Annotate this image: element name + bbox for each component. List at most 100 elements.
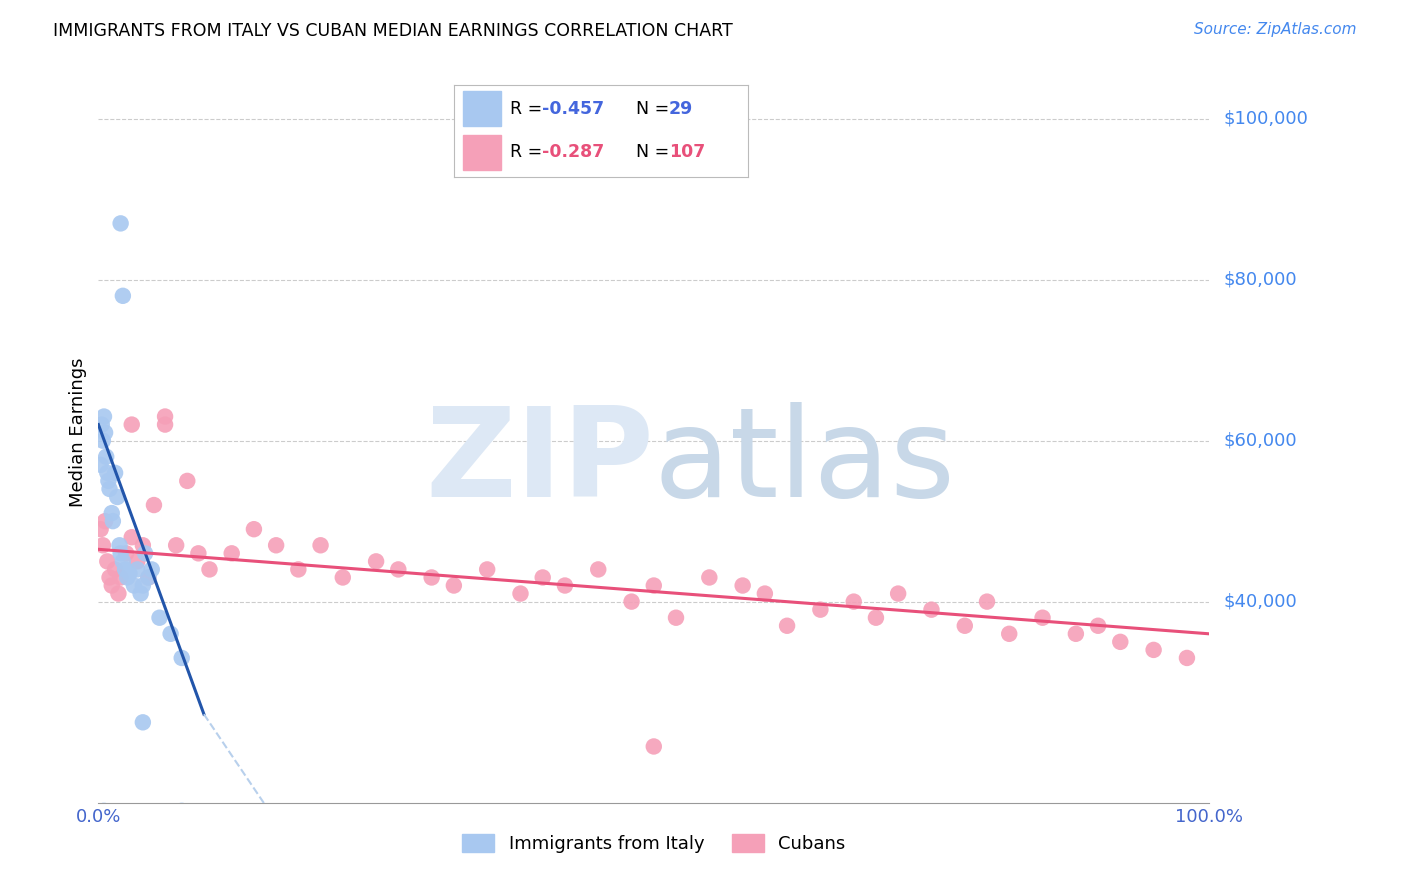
- Point: [731, 578, 754, 592]
- Point: [96, 466, 118, 480]
- Point: [153, 417, 176, 432]
- Point: [105, 490, 128, 504]
- Text: $80,000: $80,000: [1223, 270, 1296, 289]
- Point: [264, 538, 287, 552]
- Point: [1087, 619, 1109, 633]
- Point: [420, 570, 443, 584]
- Point: [998, 627, 1021, 641]
- Point: [127, 554, 149, 568]
- Point: [243, 522, 266, 536]
- Point: [111, 554, 134, 568]
- Point: [588, 562, 610, 576]
- Point: [134, 546, 156, 560]
- Text: IMMIGRANTS FROM ITALY VS CUBAN MEDIAN EARNINGS CORRELATION CHART: IMMIGRANTS FROM ITALY VS CUBAN MEDIAN EA…: [53, 22, 733, 40]
- Point: [114, 562, 136, 576]
- Point: [132, 538, 155, 552]
- Point: [153, 409, 176, 424]
- Point: [100, 578, 122, 592]
- Point: [107, 586, 129, 600]
- Point: [1032, 610, 1054, 624]
- Text: $40,000: $40,000: [1223, 592, 1296, 611]
- Point: [90, 417, 112, 432]
- Point: [475, 562, 498, 576]
- Y-axis label: Median Earnings: Median Earnings: [69, 358, 87, 508]
- Point: [98, 570, 121, 584]
- Point: [96, 554, 118, 568]
- Point: [98, 482, 121, 496]
- Point: [94, 425, 117, 440]
- Point: [665, 610, 688, 624]
- Point: [699, 570, 721, 584]
- Point: [118, 566, 141, 581]
- Point: [643, 739, 665, 754]
- Point: [129, 586, 152, 600]
- Point: [90, 458, 112, 472]
- Point: [531, 570, 554, 584]
- Point: [132, 578, 155, 592]
- Point: [110, 570, 132, 584]
- Point: [309, 538, 332, 552]
- Point: [810, 602, 832, 616]
- Text: $100,000: $100,000: [1223, 110, 1308, 128]
- Point: [865, 610, 887, 624]
- Point: [332, 570, 354, 584]
- Point: [887, 586, 910, 600]
- Text: ZIP: ZIP: [425, 401, 654, 523]
- Point: [101, 514, 124, 528]
- Point: [96, 450, 118, 464]
- Point: [554, 578, 576, 592]
- Point: [104, 562, 127, 576]
- Legend: Immigrants from Italy, Cubans: Immigrants from Italy, Cubans: [454, 827, 853, 861]
- Point: [141, 562, 163, 576]
- Point: [165, 538, 187, 552]
- Text: $60,000: $60,000: [1223, 432, 1296, 450]
- Point: [170, 804, 193, 818]
- Point: [953, 619, 976, 633]
- Point: [366, 554, 388, 568]
- Point: [170, 651, 193, 665]
- Point: [127, 562, 149, 576]
- Point: [443, 578, 465, 592]
- Point: [138, 570, 160, 584]
- Point: [104, 466, 127, 480]
- Point: [93, 409, 115, 424]
- Point: [159, 627, 181, 641]
- Point: [138, 570, 160, 584]
- Point: [97, 474, 120, 488]
- Point: [1143, 643, 1166, 657]
- Point: [842, 594, 865, 608]
- Point: [1109, 635, 1132, 649]
- Point: [509, 586, 531, 600]
- Point: [90, 522, 112, 536]
- Point: [921, 602, 943, 616]
- Text: atlas: atlas: [654, 401, 956, 523]
- Point: [100, 506, 122, 520]
- Point: [643, 578, 665, 592]
- Point: [387, 562, 409, 576]
- Point: [754, 586, 776, 600]
- Point: [110, 546, 132, 560]
- Point: [111, 289, 134, 303]
- Point: [1064, 627, 1087, 641]
- Point: [110, 216, 132, 230]
- Point: [91, 434, 114, 448]
- Point: [143, 498, 166, 512]
- Point: [620, 594, 643, 608]
- Point: [121, 530, 143, 544]
- Point: [198, 562, 221, 576]
- Point: [221, 546, 243, 560]
- Point: [132, 715, 155, 730]
- Point: [121, 417, 143, 432]
- Point: [115, 546, 138, 560]
- Point: [176, 474, 198, 488]
- Point: [776, 619, 799, 633]
- Point: [91, 538, 114, 552]
- Point: [187, 546, 209, 560]
- Point: [122, 578, 145, 592]
- Point: [148, 610, 170, 624]
- Point: [108, 538, 131, 552]
- Point: [94, 514, 117, 528]
- Point: [976, 594, 998, 608]
- Point: [93, 804, 115, 818]
- Point: [1175, 651, 1198, 665]
